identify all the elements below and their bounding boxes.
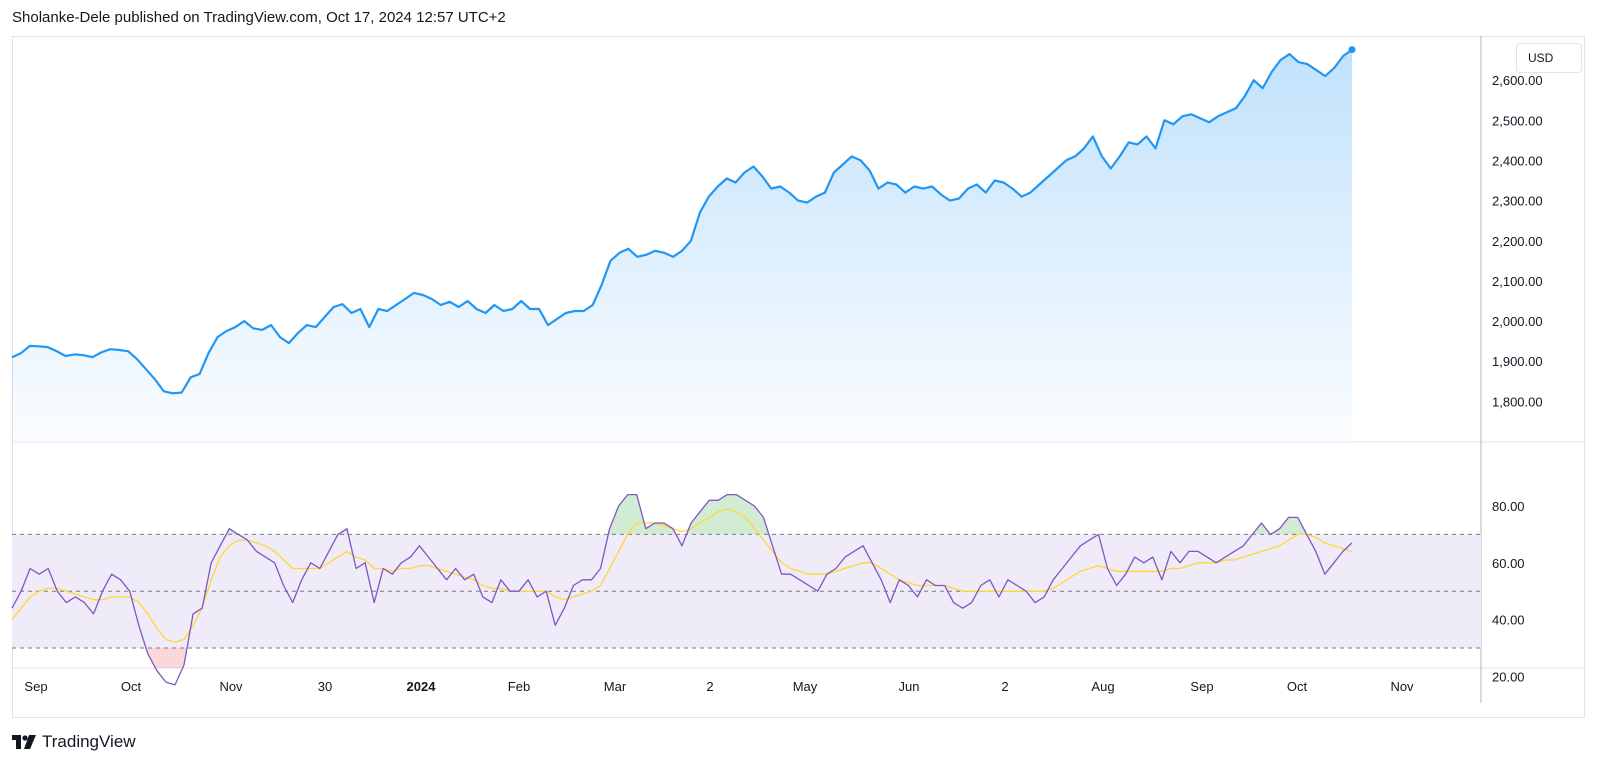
time-tick-label: 2	[706, 679, 713, 694]
time-tick-label: 2024	[407, 679, 437, 694]
rsi-line	[11, 493, 1353, 686]
price-tick-label: 2,500.00	[1492, 113, 1543, 128]
time-tick-label: Nov	[219, 679, 243, 694]
time-tick-label: 2	[1001, 679, 1008, 694]
rsi-pane	[11, 493, 1481, 686]
time-tick-label: Oct	[1287, 679, 1308, 694]
last-price-dot	[1348, 46, 1356, 54]
time-tick-label: 30	[318, 679, 332, 694]
time-tick-label: Oct	[121, 679, 142, 694]
rsi-ma-line	[11, 508, 1353, 643]
time-tick-label: May	[793, 679, 818, 694]
price-tick-label: 2,300.00	[1492, 194, 1543, 209]
price-tick-label: 2,200.00	[1492, 234, 1543, 249]
tradingview-logo-text: TradingView	[42, 732, 136, 751]
price-pane	[11, 46, 1356, 441]
rsi-tick-label: 60.00	[1492, 556, 1525, 571]
time-tick-label: Sep	[1190, 679, 1213, 694]
price-tick-label: 1,800.00	[1492, 394, 1543, 409]
rsi-axis[interactable]: 80.00 60.00 40.00 20.00	[1492, 499, 1525, 684]
time-tick-label: Jun	[899, 679, 920, 694]
currency-button[interactable]: USD	[1516, 43, 1582, 73]
time-tick-label: Sep	[24, 679, 47, 694]
time-tick-label: Nov	[1390, 679, 1414, 694]
price-line	[11, 48, 1353, 395]
price-tick-label: 2,400.00	[1492, 153, 1543, 168]
tradingview-logo[interactable]: TradingView	[12, 731, 136, 753]
publication-header: Sholanke-Dele published on TradingView.c…	[12, 9, 506, 26]
rsi-tick-label: 80.00	[1492, 499, 1525, 514]
time-tick-label: Feb	[508, 679, 530, 694]
price-tick-label: 2,000.00	[1492, 314, 1543, 329]
time-tick-label: Aug	[1091, 679, 1114, 694]
price-tick-label: 2,600.00	[1492, 73, 1543, 88]
rsi-tick-label: 40.00	[1492, 613, 1525, 628]
price-axis[interactable]: 2,600.00 2,500.00 2,400.00 2,300.00 2,200.00…	[1492, 73, 1543, 409]
time-axis[interactable]: Sep Oct Nov 30 2024 Feb Mar 2 May Jun 2 Aug Sep Oct No…	[24, 679, 1414, 694]
tradingview-logo-icon	[12, 735, 36, 749]
price-tick-label: 1,900.00	[1492, 354, 1543, 369]
price-area-fill	[12, 49, 1352, 441]
price-tick-label: 2,100.00	[1492, 274, 1543, 289]
time-tick-label: Mar	[604, 679, 627, 694]
rsi-tick-label: 20.00	[1492, 669, 1525, 684]
